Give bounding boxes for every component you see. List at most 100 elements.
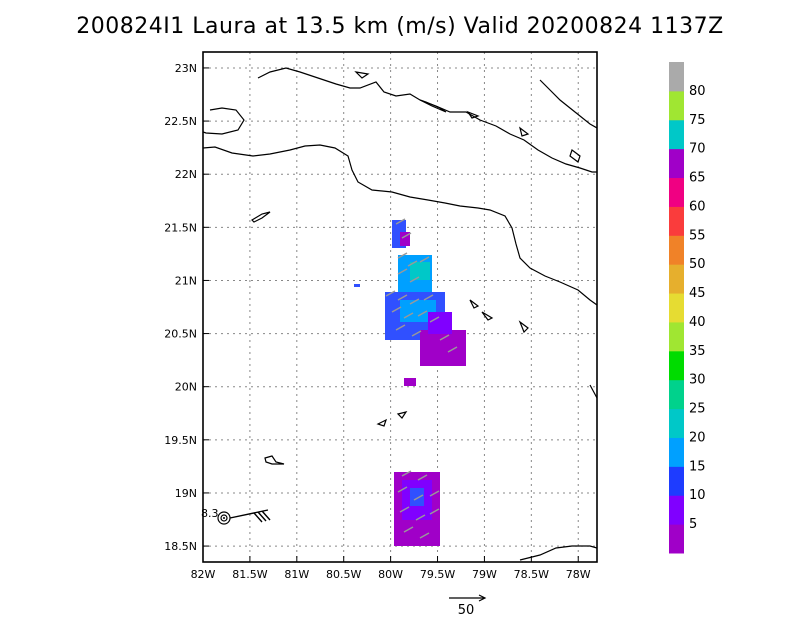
wind-arrow bbox=[397, 268, 408, 275]
lon-tick-label: 82W bbox=[191, 568, 216, 581]
colorbar-segment bbox=[669, 350, 684, 381]
cuba-east bbox=[539, 79, 597, 129]
wind-arrow bbox=[399, 506, 410, 513]
colorbar-segment bbox=[669, 62, 684, 92]
haiti-coast bbox=[589, 384, 597, 399]
colorbar-label: 55 bbox=[689, 228, 706, 243]
wind-arrow bbox=[415, 514, 426, 521]
lat-tick-label: 21N bbox=[175, 274, 197, 287]
lat-tick-label: 22.5N bbox=[164, 115, 197, 128]
colorbar-segment bbox=[669, 264, 684, 294]
colorbar-segment bbox=[669, 235, 684, 265]
map-frame bbox=[202, 51, 598, 563]
cays-1 bbox=[419, 99, 447, 113]
colorbar-label: 5 bbox=[689, 517, 697, 532]
lon-tick-label: 80.5W bbox=[326, 568, 361, 581]
colorbar-segment bbox=[669, 148, 684, 179]
coastlines bbox=[203, 67, 597, 561]
colorbar-label: 80 bbox=[689, 84, 706, 99]
wind-arrow bbox=[411, 330, 422, 337]
small-island-1 bbox=[469, 299, 480, 309]
colorbar-segment bbox=[669, 321, 684, 352]
cayman-small-1 bbox=[376, 418, 388, 427]
lat-tick-label: 23N bbox=[175, 62, 197, 75]
wind-arrow bbox=[397, 252, 408, 259]
wind-arrows bbox=[385, 218, 458, 539]
reference-vector-label: 50 bbox=[458, 603, 475, 618]
colorbar-label: 50 bbox=[689, 257, 706, 272]
colorbar-segment bbox=[669, 177, 684, 207]
wind-arrow bbox=[409, 276, 420, 283]
colorbar-segment bbox=[669, 119, 684, 150]
wind-arrow bbox=[419, 256, 430, 263]
cayman-small-2 bbox=[396, 411, 408, 419]
wind-arrow bbox=[403, 312, 414, 319]
wind-arrow bbox=[385, 290, 396, 297]
colorbar-label: 70 bbox=[689, 142, 706, 157]
colorbar-segment bbox=[669, 408, 684, 438]
colorbar-segment bbox=[669, 379, 684, 410]
wind-arrow bbox=[401, 232, 412, 239]
lon-tick-label: 81.5W bbox=[232, 568, 267, 581]
wind-arrow bbox=[417, 310, 428, 317]
wind-arrow bbox=[397, 486, 408, 493]
lat-tick-label: 22N bbox=[175, 168, 197, 181]
colorbar-label: 30 bbox=[689, 373, 706, 388]
colorbar-segment bbox=[669, 466, 684, 496]
colorbar-label: 45 bbox=[689, 286, 706, 301]
colorbar-segment bbox=[669, 524, 684, 554]
lon-tick-label: 80W bbox=[378, 568, 403, 581]
colorbar-label: 35 bbox=[689, 344, 706, 359]
colorbar-segment bbox=[669, 495, 684, 525]
colorbar-label: 40 bbox=[689, 315, 706, 330]
colorbar-segment bbox=[669, 206, 684, 236]
lon-tick-label: 78.5W bbox=[514, 568, 549, 581]
cays-3 bbox=[519, 126, 530, 137]
wind-arrow bbox=[439, 334, 450, 341]
wind-arrow bbox=[447, 346, 458, 353]
lon-tick-label: 81W bbox=[284, 568, 309, 581]
cuba-coast-north bbox=[203, 107, 245, 135]
lon-tick-label: 78W bbox=[566, 568, 591, 581]
lat-tick-label: 21.5N bbox=[164, 221, 197, 234]
wind-arrow bbox=[429, 316, 440, 323]
wind-arrow bbox=[429, 508, 440, 515]
jamaica-west bbox=[519, 545, 597, 561]
colorbar-label: 15 bbox=[689, 459, 706, 474]
colorbar-label: 75 bbox=[689, 113, 706, 128]
cayman-island bbox=[264, 455, 285, 465]
colorbar-segment bbox=[669, 293, 684, 323]
lat-tick-label: 19N bbox=[175, 487, 197, 500]
cays-2 bbox=[466, 110, 480, 119]
wind-arrow bbox=[397, 294, 408, 301]
lon-tick-label: 79W bbox=[472, 568, 497, 581]
wind-arrow bbox=[395, 218, 406, 225]
cuba-coast-south bbox=[203, 144, 597, 306]
small-island-2 bbox=[481, 311, 494, 321]
plot-title: 200824I1 Laura at 13.5 km (m/s) Valid 20… bbox=[76, 14, 724, 39]
colorbar-label: 10 bbox=[689, 488, 706, 503]
wind-arrow bbox=[429, 490, 440, 497]
wind-arrow bbox=[413, 494, 424, 501]
lat-tick-label: 20.5N bbox=[164, 328, 197, 341]
lat-tick-label: 20N bbox=[175, 381, 197, 394]
colorbar-label: 65 bbox=[689, 171, 706, 186]
storm-center-marker: 8.3 bbox=[201, 507, 271, 525]
lat-tick-label: 19.5N bbox=[164, 434, 197, 447]
cays-4 bbox=[569, 149, 581, 163]
wind-arrow bbox=[417, 474, 428, 481]
isla-juventud bbox=[251, 211, 271, 223]
wind-arrow bbox=[395, 324, 406, 331]
wind-field bbox=[354, 220, 466, 546]
wind-arrow bbox=[391, 306, 402, 313]
small-island-3 bbox=[518, 320, 529, 334]
wind-arrow bbox=[409, 298, 420, 305]
colorbar-label: 60 bbox=[689, 199, 706, 214]
colorbar-label: 20 bbox=[689, 430, 706, 445]
cays-5 bbox=[354, 71, 370, 79]
wind-arrow bbox=[401, 470, 412, 477]
lat-tick-label: 18.5N bbox=[164, 540, 197, 553]
wind-arrow bbox=[419, 532, 430, 539]
colorbar-segment bbox=[669, 437, 684, 467]
